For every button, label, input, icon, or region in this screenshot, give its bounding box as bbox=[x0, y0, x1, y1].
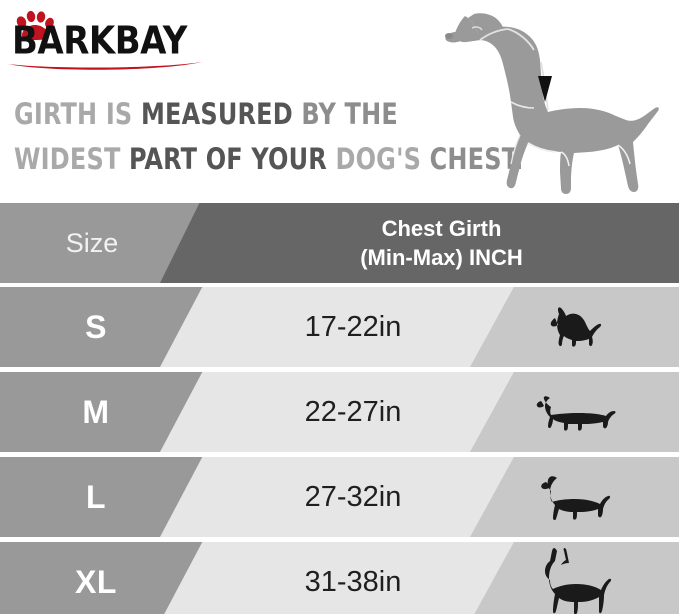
girth-value: 17-22in bbox=[304, 310, 402, 343]
girth-value: 27-32in bbox=[304, 480, 402, 513]
size-label: M bbox=[82, 393, 110, 430]
girth-cell-m: 22-27in bbox=[160, 372, 528, 452]
table-row: L 27-32in bbox=[0, 457, 679, 537]
tagline-seg-4: WIDEST bbox=[14, 142, 130, 176]
girth-value: 22-27in bbox=[304, 395, 402, 428]
tagline-seg-1: GIRTH IS bbox=[14, 97, 141, 131]
brand-logo: BARKBAY bbox=[6, 8, 216, 70]
girth-value: 31-38in bbox=[304, 565, 402, 598]
header-size-label: Size bbox=[65, 227, 119, 258]
paw-print-icon bbox=[16, 10, 54, 40]
tagline-seg-3: BY THE bbox=[301, 97, 398, 131]
header-girth-cell: Chest Girth (Min-Max) INCH bbox=[160, 203, 679, 283]
brand-underline-swoosh bbox=[8, 62, 202, 70]
tagline-line-1: GIRTH IS MEASURED BY THE bbox=[14, 92, 410, 137]
mastiff-icon bbox=[470, 457, 679, 537]
tagline-seg-6: DOG'S bbox=[335, 142, 430, 176]
table-row: M 22-27in bbox=[0, 372, 679, 452]
table-header-row: Size Chest Girth (Min-Max) INCH bbox=[0, 203, 679, 283]
chihuahua-icon bbox=[470, 287, 679, 367]
size-label: L bbox=[85, 478, 107, 515]
header-girth-line1: Chest Girth bbox=[381, 216, 502, 241]
tagline-seg-2: MEASURED bbox=[140, 97, 302, 131]
girth-cell-s: 17-22in bbox=[160, 287, 528, 367]
size-label: XL bbox=[75, 563, 117, 600]
size-table: Size Chest Girth (Min-Max) INCH S 17-22i… bbox=[0, 203, 679, 614]
header-girth-line2: (Min-Max) INCH bbox=[360, 245, 523, 270]
tagline-seg-7: CHEST. bbox=[429, 142, 524, 176]
table-row: XL 31-38in bbox=[0, 542, 679, 614]
chest-girth-triangle-marker bbox=[538, 76, 552, 102]
header-girth-label: Chest Girth (Min-Max) INCH bbox=[360, 214, 523, 272]
table-row: S 17-22in bbox=[0, 287, 679, 367]
hero-dog-illustration bbox=[408, 2, 676, 194]
size-label: S bbox=[85, 308, 107, 345]
girth-cell-l: 27-32in bbox=[160, 457, 528, 537]
dachshund-icon bbox=[470, 372, 679, 452]
brand-name: BARKBAY bbox=[12, 18, 187, 64]
tagline-line-2: WIDEST PART OF YOUR DOG'S CHEST. bbox=[14, 137, 523, 182]
tagline: GIRTH IS MEASURED BY THE WIDEST PART OF … bbox=[14, 92, 523, 182]
tagline-seg-5: PART OF YOUR bbox=[129, 142, 336, 176]
great-dane-icon bbox=[470, 542, 679, 614]
girth-cell-xl: 31-38in bbox=[160, 542, 528, 614]
